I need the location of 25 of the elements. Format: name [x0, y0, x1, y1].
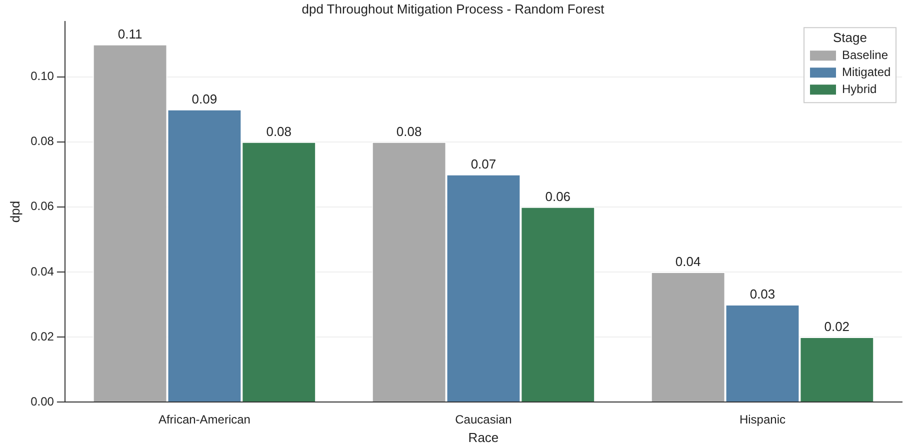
data-label: 0.02 [824, 319, 850, 334]
x-tick-label: Hispanic [739, 412, 786, 427]
y-tick-label: 0.08 [30, 134, 54, 148]
chart-title: dpd Throughout Mitigation Process - Random Forest [302, 1, 605, 16]
legend-label: Baseline [842, 48, 888, 62]
data-label: 0.07 [470, 156, 496, 172]
x-tick-label: Caucasian [455, 412, 512, 427]
data-label: 0.04 [675, 254, 701, 270]
data-label: 0.11 [118, 26, 142, 42]
data-label: 0.08 [266, 124, 292, 139]
y-tick-label: 0.10 [30, 69, 54, 84]
data-label: 0.06 [545, 189, 571, 204]
y-axis-title: dpd [7, 200, 22, 223]
x-axis-title: Race [468, 430, 499, 445]
legend-title: Stage [833, 30, 867, 46]
y-tick-label: 0.06 [30, 199, 54, 214]
data-label: 0.03 [750, 286, 776, 302]
data-label: 0.08 [396, 124, 422, 139]
y-tick-label: 0.04 [30, 264, 54, 278]
data-label: 0.09 [192, 91, 218, 106]
legend-label: Mitigated [842, 64, 891, 79]
x-tick-label: African-American [158, 412, 250, 427]
y-tick-label: 0.00 [30, 394, 54, 408]
y-tick-label: 0.02 [30, 329, 54, 344]
legend-label: Hybrid [842, 82, 877, 96]
